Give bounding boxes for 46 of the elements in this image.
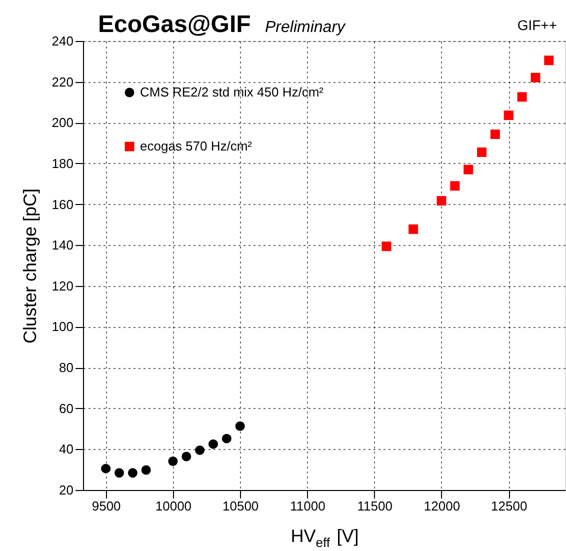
point [168,456,178,466]
x-tick-label: 11500 [357,498,392,514]
chart-title: EcoGas@GIF [98,11,251,38]
point [382,242,392,252]
y-tick-label: 220 [52,74,74,90]
point [408,224,418,234]
point [128,468,138,478]
point [141,465,151,475]
y-tick-label: 200 [52,115,74,130]
x-tick-label: 12500 [491,498,528,514]
point [235,421,245,431]
chart-subtitle: Preliminary [265,19,346,36]
text: GIF++ [517,17,557,33]
y-tick-label: 140 [52,238,74,253]
y-tick-label: 120 [52,278,74,294]
point [101,464,111,474]
y-tick-label: 40 [59,442,74,457]
point [490,130,500,140]
y-tick-label: 160 [52,196,74,212]
point [517,92,527,102]
point [208,439,218,449]
y-tick-label: 60 [59,400,74,416]
legend-label: ecogas 570 Hz/cm² [140,138,253,154]
y-tick-label: 80 [59,360,74,376]
x-tick-label: 11000 [290,498,326,514]
point [504,110,514,120]
point [464,164,474,174]
point [436,196,446,206]
legend-label: CMS RE2/2 std mix 450 Hz/cm² [140,84,324,100]
y-tick-label: 180 [52,156,74,171]
y-tick-label: 240 [52,34,74,48]
x-tick-label: 12000 [424,498,460,514]
point [477,147,486,157]
x-tick-label: 10500 [222,498,259,514]
point [222,434,232,444]
y-tick-label: 20 [59,482,74,498]
y-tick-label: 100 [52,319,74,334]
x-tick-label: 10000 [155,498,192,514]
point [195,445,205,455]
point [182,452,192,462]
y-axis-title: Cluster charge [pC] [20,188,40,344]
point [544,56,554,66]
point [114,468,124,478]
point [530,72,540,82]
x-tick-label: 9500 [92,498,121,514]
point [450,181,460,191]
